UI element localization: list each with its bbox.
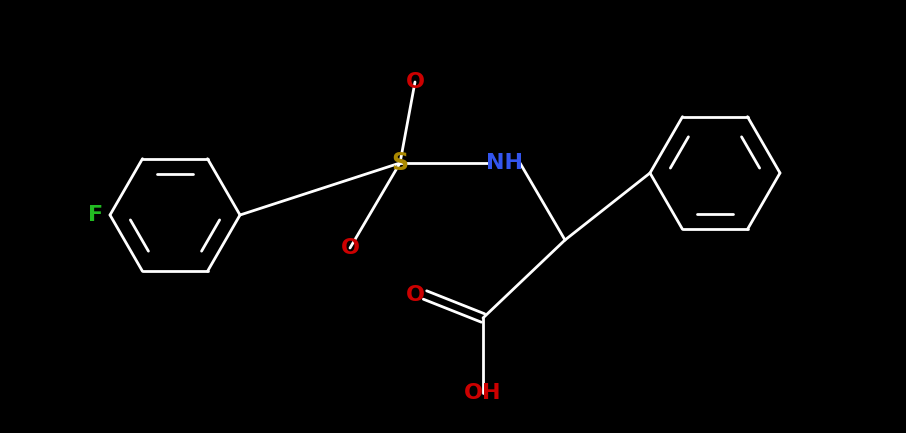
Text: F: F xyxy=(89,205,103,225)
Text: NH: NH xyxy=(487,153,524,173)
Text: O: O xyxy=(406,285,425,305)
Text: OH: OH xyxy=(464,383,502,403)
Text: O: O xyxy=(406,72,425,92)
Text: S: S xyxy=(391,151,409,175)
Text: O: O xyxy=(341,238,360,258)
